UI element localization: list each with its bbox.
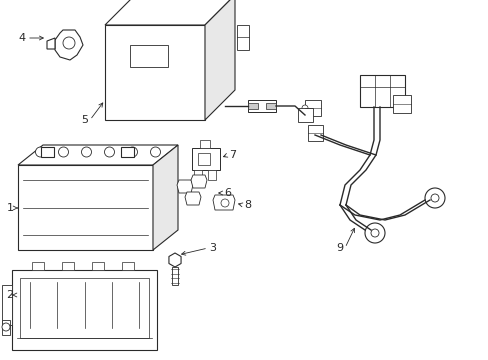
Circle shape [127, 147, 137, 157]
Polygon shape [41, 147, 53, 157]
Text: 2: 2 [6, 290, 14, 300]
Circle shape [364, 223, 384, 243]
Circle shape [370, 229, 378, 237]
Circle shape [430, 194, 438, 202]
Polygon shape [18, 145, 178, 165]
Circle shape [36, 147, 45, 157]
Bar [297, 108, 312, 122]
Circle shape [63, 37, 75, 49]
Circle shape [59, 147, 68, 157]
Bar [2, 285, 12, 325]
Bar [172, 267, 178, 285]
Text: 4: 4 [19, 33, 25, 43]
Bar [32, 262, 44, 270]
Circle shape [424, 188, 444, 208]
Bar [247, 103, 258, 109]
Bar [122, 262, 134, 270]
Polygon shape [55, 30, 83, 60]
Text: 6: 6 [224, 188, 231, 198]
Text: 8: 8 [244, 200, 251, 210]
Polygon shape [153, 145, 178, 250]
Circle shape [150, 147, 160, 157]
Polygon shape [47, 38, 55, 49]
Polygon shape [177, 180, 193, 193]
Circle shape [221, 199, 228, 207]
Bar [12, 270, 157, 350]
Polygon shape [184, 192, 201, 205]
Text: 5: 5 [81, 115, 88, 125]
Bar [198, 153, 209, 165]
Bar [130, 45, 168, 67]
Polygon shape [105, 0, 235, 25]
Polygon shape [213, 195, 235, 210]
Polygon shape [120, 147, 133, 157]
Bar [237, 25, 248, 50]
Bar [20, 278, 149, 338]
Bar [207, 170, 216, 180]
Circle shape [2, 323, 10, 331]
Bar [192, 148, 220, 170]
Text: 3: 3 [209, 243, 216, 253]
Circle shape [104, 147, 114, 157]
Circle shape [81, 147, 91, 157]
Bar [359, 75, 404, 107]
Bar [2, 320, 10, 335]
Text: 7: 7 [229, 150, 236, 160]
Polygon shape [191, 175, 206, 188]
Bar [305, 100, 320, 116]
Polygon shape [204, 0, 235, 120]
Bar [265, 103, 275, 109]
Polygon shape [168, 253, 181, 267]
Text: 9: 9 [336, 243, 343, 253]
Circle shape [302, 105, 307, 111]
Bar [62, 262, 74, 270]
Bar [18, 165, 153, 250]
Bar [92, 262, 104, 270]
Bar [105, 25, 204, 120]
Bar [392, 95, 410, 113]
Bar [200, 140, 209, 148]
Bar [307, 125, 323, 141]
Bar [247, 100, 275, 112]
Bar [194, 170, 202, 180]
Text: 1: 1 [6, 203, 14, 213]
